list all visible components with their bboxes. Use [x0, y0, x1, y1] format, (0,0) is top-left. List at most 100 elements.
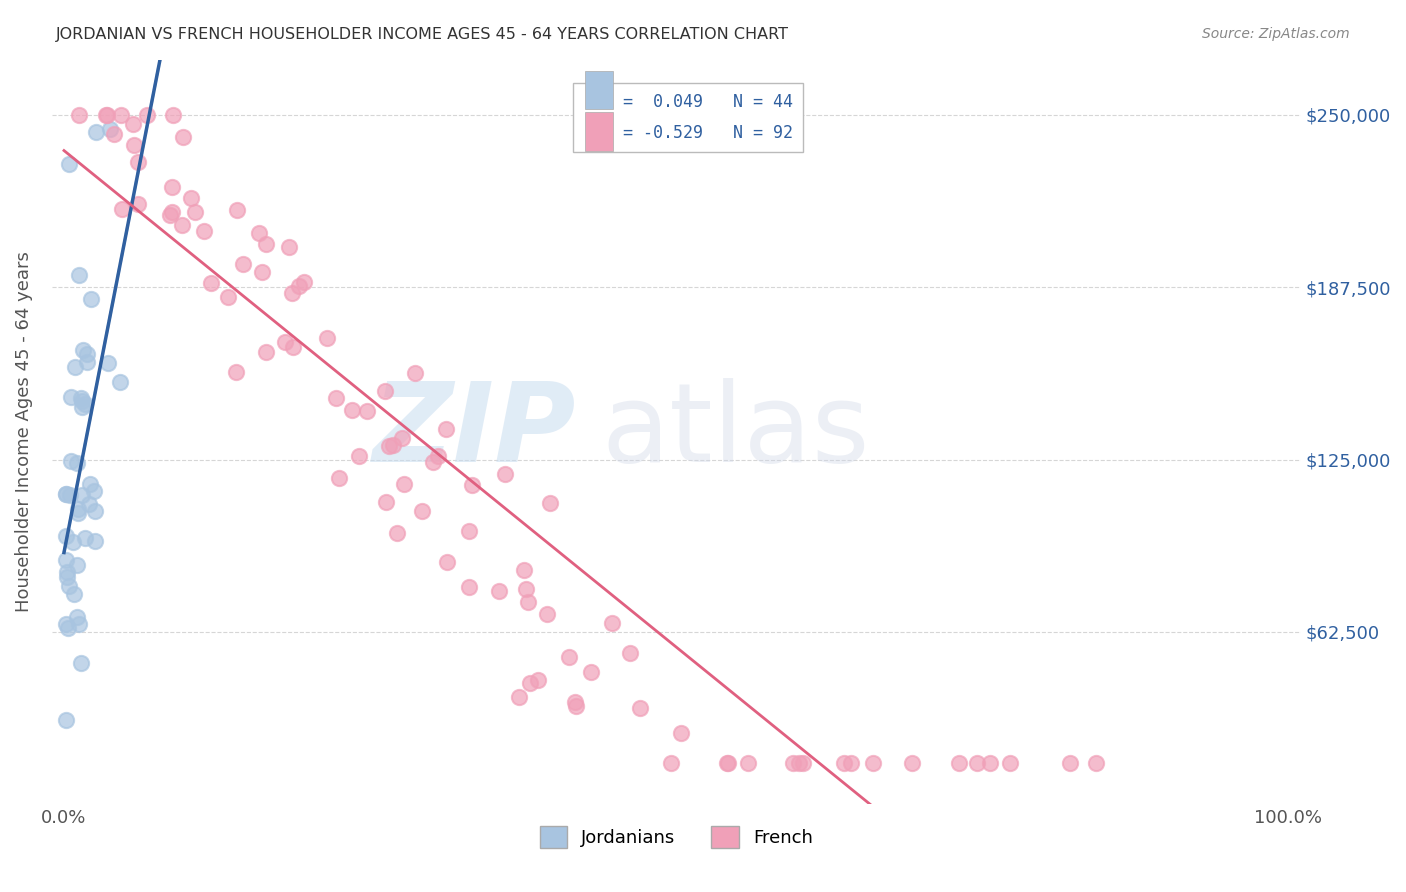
Point [55, 552, 77, 566]
Point [292, 275, 315, 289]
Point [717, 756, 740, 770]
Point [979, 756, 1001, 770]
Point [70, 391, 93, 405]
Point [60, 454, 83, 468]
Point [628, 701, 651, 715]
Point [515, 582, 537, 597]
Point [328, 471, 350, 485]
FancyBboxPatch shape [585, 112, 613, 152]
Point [55, 616, 77, 631]
Point [67, 108, 90, 122]
Point [426, 450, 449, 464]
Point [538, 496, 561, 510]
Point [83, 504, 105, 518]
Point [254, 236, 277, 251]
Point [97, 356, 120, 370]
Point [325, 391, 347, 405]
Point [66, 506, 89, 520]
Point [58, 157, 80, 171]
Point [75, 396, 97, 410]
Point [356, 403, 378, 417]
Point [288, 278, 311, 293]
Point [558, 649, 581, 664]
Point [172, 129, 194, 144]
Point [127, 197, 149, 211]
Point [83, 483, 105, 498]
Point [96, 108, 118, 122]
Point [387, 525, 409, 540]
Point [63, 359, 86, 374]
Point [434, 422, 457, 436]
Point [55, 529, 77, 543]
Point [839, 756, 862, 770]
Point [84, 533, 107, 548]
Point [787, 756, 810, 770]
Point [340, 403, 363, 417]
Point [225, 365, 247, 379]
Point [62, 535, 84, 549]
Point [79, 477, 101, 491]
Point [436, 555, 458, 569]
Point [374, 384, 396, 398]
Point [517, 595, 540, 609]
Text: R =  0.049   N = 44
  R = -0.529   N = 92: R = 0.049 N = 44 R = -0.529 N = 92 [582, 93, 793, 142]
Point [55, 713, 77, 727]
Point [782, 756, 804, 770]
Point [966, 756, 988, 770]
Point [80, 293, 103, 307]
Point [600, 616, 623, 631]
Point [411, 504, 433, 518]
Point [281, 285, 304, 300]
Point [277, 240, 299, 254]
Point [160, 204, 183, 219]
Point [72, 393, 94, 408]
Point [70, 488, 93, 502]
Point [832, 756, 855, 770]
Point [792, 756, 814, 770]
Point [124, 137, 146, 152]
Point [200, 276, 222, 290]
Point [180, 191, 202, 205]
Point [862, 756, 884, 770]
Point [274, 334, 297, 349]
Point [564, 695, 586, 709]
Point [122, 117, 145, 131]
FancyBboxPatch shape [585, 70, 613, 110]
Text: JORDANIAN VS FRENCH HOUSEHOLDER INCOME AGES 45 - 64 YEARS CORRELATION CHART: JORDANIAN VS FRENCH HOUSEHOLDER INCOME A… [56, 27, 789, 42]
Point [457, 580, 479, 594]
Text: ZIP: ZIP [373, 378, 576, 485]
Point [136, 108, 159, 122]
Point [737, 756, 759, 770]
Text: Source: ZipAtlas.com: Source: ZipAtlas.com [1202, 27, 1350, 41]
Point [127, 154, 149, 169]
Point [619, 646, 641, 660]
Point [488, 583, 510, 598]
Point [519, 676, 541, 690]
Point [1084, 756, 1107, 770]
Point [391, 431, 413, 445]
Point [565, 699, 588, 714]
Point [422, 454, 444, 468]
Point [110, 108, 132, 122]
Point [67, 617, 90, 632]
Point [232, 257, 254, 271]
Text: atlas: atlas [602, 378, 870, 485]
Point [1059, 756, 1081, 770]
Legend: Jordanians, French: Jordanians, French [533, 818, 820, 855]
Point [56, 569, 79, 583]
Point [66, 610, 89, 624]
Point [281, 340, 304, 354]
Point [404, 366, 426, 380]
Point [162, 108, 184, 122]
Point [494, 467, 516, 481]
Point [79, 497, 101, 511]
Point [247, 226, 270, 240]
Point [67, 268, 90, 282]
Point [948, 756, 970, 770]
Point [250, 264, 273, 278]
Point [659, 756, 682, 770]
Point [382, 438, 405, 452]
Point [111, 202, 134, 216]
Point [59, 390, 82, 404]
Point [394, 477, 416, 491]
